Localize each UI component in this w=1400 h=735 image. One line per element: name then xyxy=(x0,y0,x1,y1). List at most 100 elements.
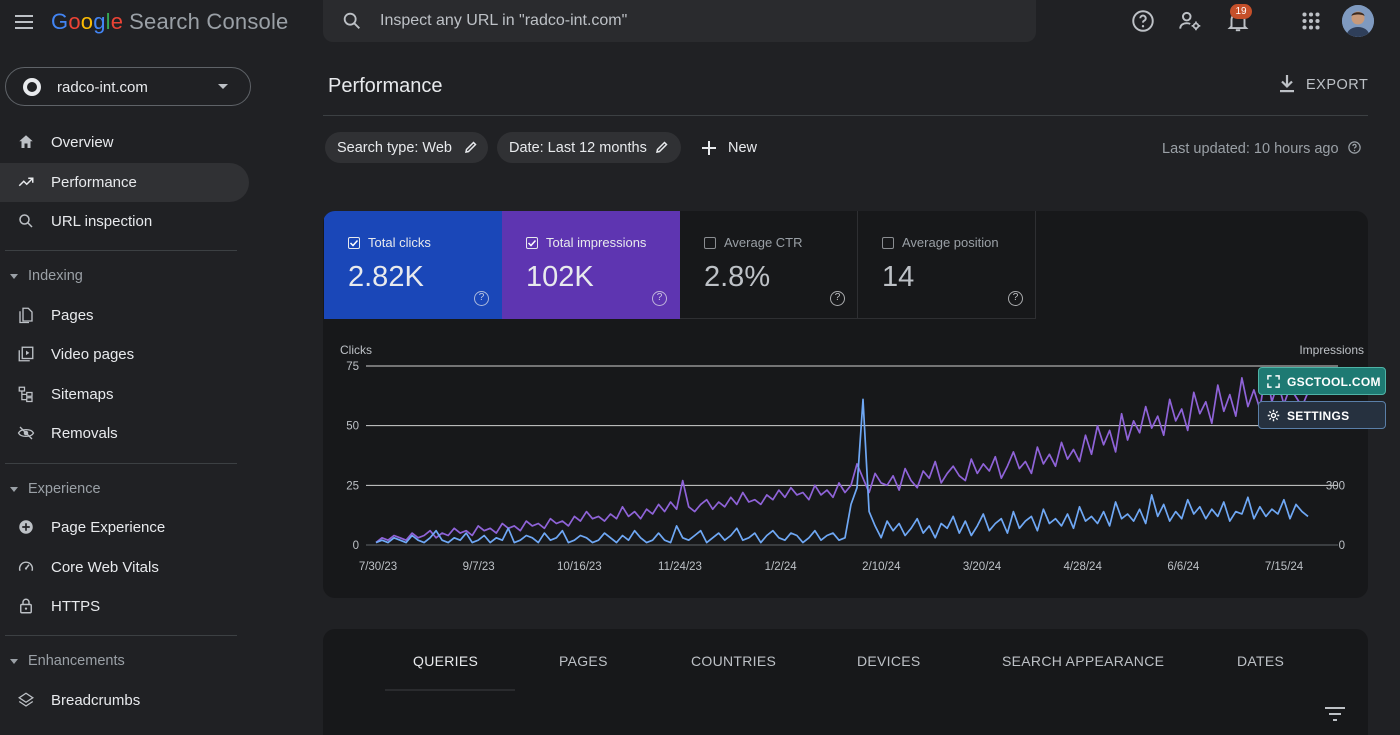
chip-label: Search type: Web xyxy=(337,140,452,156)
metric-value: 2.82K xyxy=(348,261,424,293)
avatar-photo-icon xyxy=(1342,5,1374,37)
tab-devices[interactable]: DEVICES xyxy=(857,653,921,669)
help-icon[interactable]: ? xyxy=(474,291,489,306)
property-selector[interactable]: radco-int.com xyxy=(5,67,251,106)
download-icon xyxy=(1280,75,1294,93)
sidebar-item-label: Sitemaps xyxy=(51,386,114,403)
metric-value: 2.8% xyxy=(704,261,771,293)
help-icon[interactable]: ? xyxy=(652,291,667,306)
sidebar-item-performance[interactable]: Performance xyxy=(0,163,249,202)
metric-card-total-impressions[interactable]: Total impressions 102K ? xyxy=(502,211,680,319)
metric-label: Average CTR xyxy=(724,235,803,250)
edit-pencil-icon xyxy=(656,141,668,153)
gear-icon xyxy=(1267,409,1280,422)
last-updated-label: Last updated: 10 hours ago xyxy=(1162,141,1339,157)
tab-queries[interactable]: QUERIES xyxy=(413,653,479,669)
tab-countries[interactable]: COUNTRIES xyxy=(691,653,777,669)
search-input[interactable]: Inspect any URL in "radco-int.com" xyxy=(380,12,628,29)
checkbox-unchecked-icon[interactable] xyxy=(704,237,716,249)
caret-down-icon xyxy=(10,274,18,279)
x-tick-label: 3/20/24 xyxy=(963,561,1002,573)
sidebar-item-label: Core Web Vitals xyxy=(51,559,159,576)
sidebar-item-removals[interactable]: Removals xyxy=(0,414,249,453)
users-settings-icon[interactable] xyxy=(1177,8,1203,34)
sidebar-item-url-inspection[interactable]: URL inspection xyxy=(0,202,249,241)
section-title: Experience xyxy=(28,481,101,497)
sidebar-divider xyxy=(5,250,237,251)
sidebar-item-page-experience[interactable]: Page Experience xyxy=(0,508,249,547)
left-tick-label: 75 xyxy=(346,361,359,373)
property-icon xyxy=(23,78,41,96)
series-line-impressions xyxy=(375,369,1309,544)
user-avatar[interactable] xyxy=(1342,5,1374,37)
left-tick-label: 25 xyxy=(346,480,359,492)
x-tick-label: 1/2/24 xyxy=(765,561,798,573)
header-divider xyxy=(323,115,1368,116)
tab-dates[interactable]: DATES xyxy=(1237,653,1285,669)
sidebar-item-breadcrumbs[interactable]: Breadcrumbs xyxy=(0,681,249,720)
sidebar-item-overview[interactable]: Overview xyxy=(0,123,249,162)
left-tick-label: 50 xyxy=(346,421,359,433)
help-icon[interactable] xyxy=(1130,8,1156,34)
edit-pencil-icon xyxy=(465,141,477,153)
right-axis-title: Impressions xyxy=(1299,343,1364,357)
section-title: Indexing xyxy=(28,268,83,284)
caret-down-icon xyxy=(10,487,18,492)
trending-up-icon xyxy=(18,177,34,187)
metric-card-average-position[interactable]: Average position 14 ? xyxy=(858,211,1036,319)
metric-value: 102K xyxy=(526,261,594,293)
sidebar-item-label: URL inspection xyxy=(51,213,153,230)
sitemap-icon xyxy=(18,386,33,403)
google-search-console-logo[interactable]: Google Search Console xyxy=(51,9,289,34)
metric-card-total-clicks[interactable]: Total clicks 2.82K ? xyxy=(324,211,502,319)
filter-icon[interactable] xyxy=(1325,707,1345,721)
help-icon[interactable]: ? xyxy=(830,291,845,306)
search-type-filter-chip[interactable]: Search type: Web xyxy=(325,132,488,163)
settings-button[interactable]: SETTINGS xyxy=(1258,401,1386,429)
plus-icon xyxy=(702,141,716,155)
expand-icon xyxy=(1267,375,1280,388)
active-tab-indicator xyxy=(385,689,515,691)
sidebar-divider xyxy=(5,635,237,636)
x-tick-label: 11/24/23 xyxy=(658,561,702,573)
eye-off-icon xyxy=(17,426,35,440)
sidebar-item-label: Removals xyxy=(51,425,118,442)
chevron-down-icon xyxy=(218,84,228,89)
menu-icon[interactable] xyxy=(12,10,36,34)
page-title: Performance xyxy=(328,75,443,97)
url-inspect-search-bar[interactable]: Inspect any URL in "radco-int.com" xyxy=(323,0,1036,42)
date-filter-chip[interactable]: Date: Last 12 months xyxy=(497,132,681,163)
gauge-icon xyxy=(18,561,34,571)
gsctool-button[interactable]: GSCTOOL.COM xyxy=(1258,367,1386,395)
sidebar-item-https[interactable]: HTTPS xyxy=(0,587,249,626)
checkbox-checked-icon[interactable] xyxy=(526,237,538,249)
checkbox-checked-icon[interactable] xyxy=(348,237,360,249)
sidebar-divider xyxy=(5,463,237,464)
tab-pages[interactable]: PAGES xyxy=(559,653,608,669)
video-pages-icon xyxy=(18,346,34,362)
metric-label: Average position xyxy=(902,235,999,250)
layers-icon xyxy=(18,692,34,707)
tab-search-appearance[interactable]: SEARCH APPEARANCE xyxy=(1002,653,1165,669)
sidebar-item-label: Pages xyxy=(51,307,94,324)
gsctool-label: GSCTOOL.COM xyxy=(1287,375,1381,389)
settings-label: SETTINGS xyxy=(1287,409,1350,423)
property-name: radco-int.com xyxy=(57,79,148,96)
metric-card-average-ctr[interactable]: Average CTR 2.8% ? xyxy=(680,211,858,319)
x-tick-label: 4/28/24 xyxy=(1063,561,1102,573)
sidebar-item-video-pages[interactable]: Video pages xyxy=(0,335,249,374)
help-icon[interactable] xyxy=(1347,140,1362,155)
right-tick-label: 300 xyxy=(1326,480,1345,492)
last-updated-text: Last updated: 10 hours ago xyxy=(1162,140,1362,157)
plus-circle-icon xyxy=(19,520,33,534)
help-icon[interactable]: ? xyxy=(1008,291,1023,306)
apps-grid-icon[interactable] xyxy=(1298,8,1324,34)
sidebar-item-core-web-vitals[interactable]: Core Web Vitals xyxy=(0,548,249,587)
top-bar: Google Search Console Inspect any URL in … xyxy=(0,0,1400,44)
x-tick-label: 9/7/23 xyxy=(463,561,495,573)
sidebar-item-pages[interactable]: Pages xyxy=(0,296,249,335)
right-tick-label: 0 xyxy=(1339,540,1345,552)
checkbox-unchecked-icon[interactable] xyxy=(882,237,894,249)
sidebar-item-sitemaps[interactable]: Sitemaps xyxy=(0,375,249,414)
sidebar-item-label: Performance xyxy=(51,174,137,191)
